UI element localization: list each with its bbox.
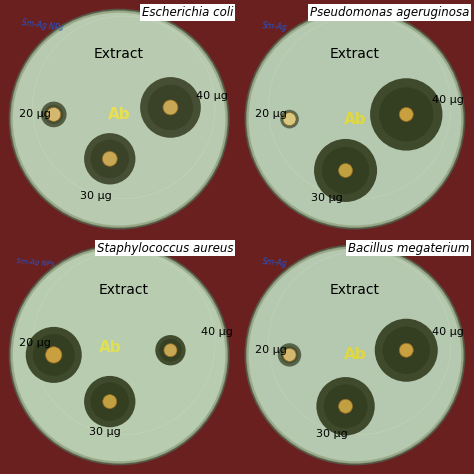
Circle shape (44, 105, 64, 124)
Circle shape (379, 87, 433, 142)
Circle shape (324, 384, 367, 428)
Circle shape (247, 247, 462, 462)
Circle shape (26, 327, 82, 383)
Text: Bacillus megaterium: Bacillus megaterium (348, 242, 469, 255)
Text: Escherichia coli: Escherichia coli (142, 6, 234, 19)
Circle shape (164, 344, 177, 357)
Circle shape (163, 100, 178, 115)
Text: Ab: Ab (344, 347, 366, 363)
Circle shape (281, 346, 298, 364)
Text: 40 μg: 40 μg (196, 91, 228, 101)
Text: 30 μg: 30 μg (89, 427, 121, 437)
Circle shape (9, 9, 229, 229)
Circle shape (148, 85, 193, 130)
Circle shape (12, 12, 227, 227)
Text: 40 μg: 40 μg (201, 327, 233, 337)
Text: Extract: Extract (330, 283, 380, 297)
Text: 40 μg: 40 μg (432, 95, 464, 105)
Text: Sm-Ag NPs: Sm-Ag NPs (17, 258, 55, 267)
Circle shape (316, 377, 375, 436)
Circle shape (283, 348, 296, 362)
Circle shape (338, 399, 353, 413)
Text: Extract: Extract (94, 47, 144, 61)
Circle shape (383, 327, 430, 374)
Circle shape (155, 335, 186, 365)
Circle shape (370, 78, 442, 151)
Circle shape (247, 12, 462, 227)
Circle shape (102, 151, 117, 166)
Circle shape (399, 343, 413, 357)
Text: Staphylococcus aureus: Staphylococcus aureus (97, 242, 234, 255)
Text: 20 μg: 20 μg (18, 109, 51, 119)
Circle shape (280, 110, 299, 128)
Text: Ab: Ab (108, 107, 130, 122)
Circle shape (245, 9, 465, 229)
Circle shape (103, 394, 117, 409)
Circle shape (47, 108, 61, 121)
Circle shape (41, 101, 66, 128)
Circle shape (375, 319, 438, 382)
Circle shape (159, 339, 182, 362)
Text: Ab: Ab (99, 340, 121, 356)
Circle shape (9, 245, 229, 465)
Text: 20 μg: 20 μg (255, 109, 286, 119)
Circle shape (140, 77, 201, 138)
Circle shape (314, 139, 377, 202)
Text: 30 μg: 30 μg (80, 191, 112, 201)
Text: Sm-Ag NPs: Sm-Ag NPs (21, 18, 64, 32)
Circle shape (283, 112, 296, 126)
Text: 20 μg: 20 μg (255, 345, 286, 355)
FancyBboxPatch shape (2, 238, 236, 472)
Circle shape (91, 383, 129, 421)
Text: Sm-Ag: Sm-Ag (262, 257, 287, 268)
Text: Extract: Extract (99, 283, 149, 297)
Text: Pseudomonas ageruginosa: Pseudomonas ageruginosa (310, 6, 469, 19)
FancyBboxPatch shape (238, 2, 472, 236)
Circle shape (399, 108, 413, 121)
FancyBboxPatch shape (2, 2, 236, 236)
Text: Sm-Ag: Sm-Ag (262, 21, 287, 32)
Circle shape (46, 346, 62, 363)
Circle shape (322, 147, 369, 194)
Text: 20 μg: 20 μg (18, 338, 51, 348)
Circle shape (278, 343, 301, 366)
Text: 30 μg: 30 μg (311, 193, 343, 203)
Circle shape (245, 245, 465, 465)
Text: Ab: Ab (344, 111, 366, 127)
Circle shape (84, 133, 136, 184)
Circle shape (283, 112, 297, 126)
Text: 30 μg: 30 μg (316, 429, 347, 439)
Circle shape (84, 376, 136, 427)
Circle shape (12, 247, 227, 462)
Circle shape (338, 164, 353, 177)
FancyBboxPatch shape (238, 238, 472, 472)
Text: Extract: Extract (330, 47, 380, 61)
Circle shape (33, 334, 75, 376)
Circle shape (91, 139, 129, 178)
Text: 40 μg: 40 μg (432, 327, 464, 337)
